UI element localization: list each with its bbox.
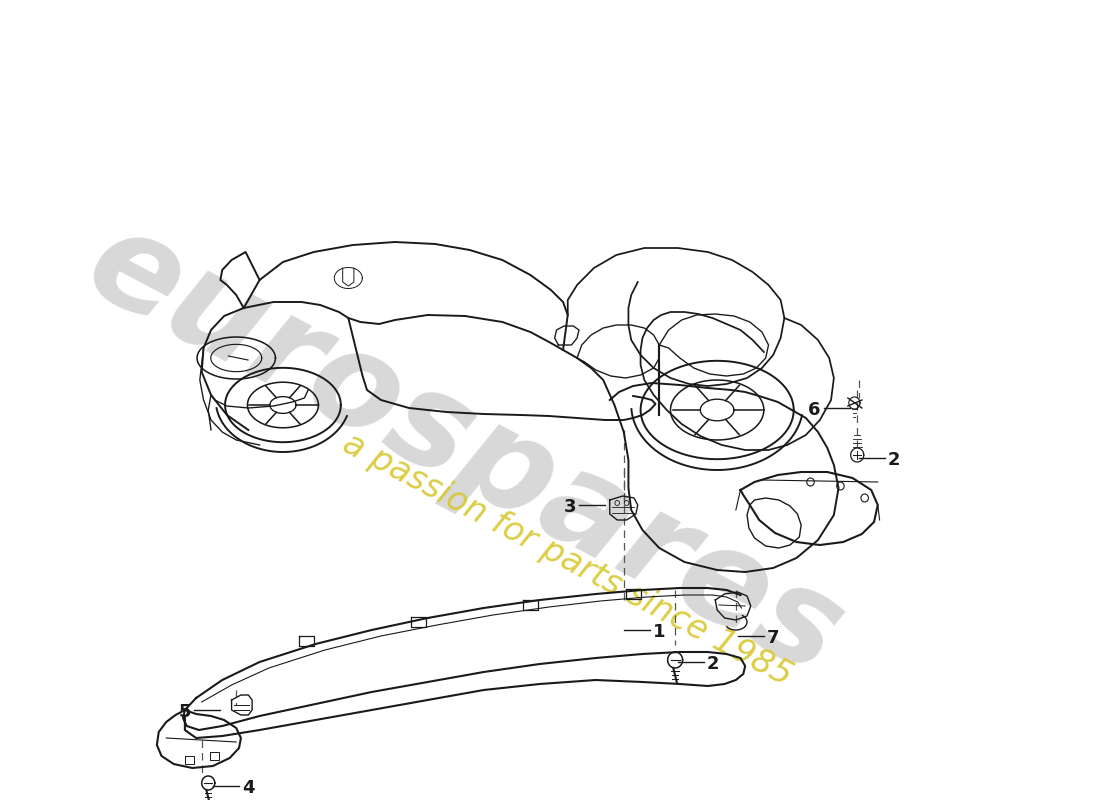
Text: 2: 2 [707,655,719,673]
Text: a passion for parts since 1985: a passion for parts since 1985 [338,427,798,693]
Text: eurospares: eurospares [67,198,864,702]
Text: 7: 7 [767,629,779,647]
Text: 4: 4 [242,779,254,797]
Text: 3: 3 [563,498,576,516]
Text: 1: 1 [652,623,666,641]
Text: 5: 5 [179,703,191,721]
Text: 2: 2 [888,451,901,469]
Text: 6: 6 [808,401,821,419]
